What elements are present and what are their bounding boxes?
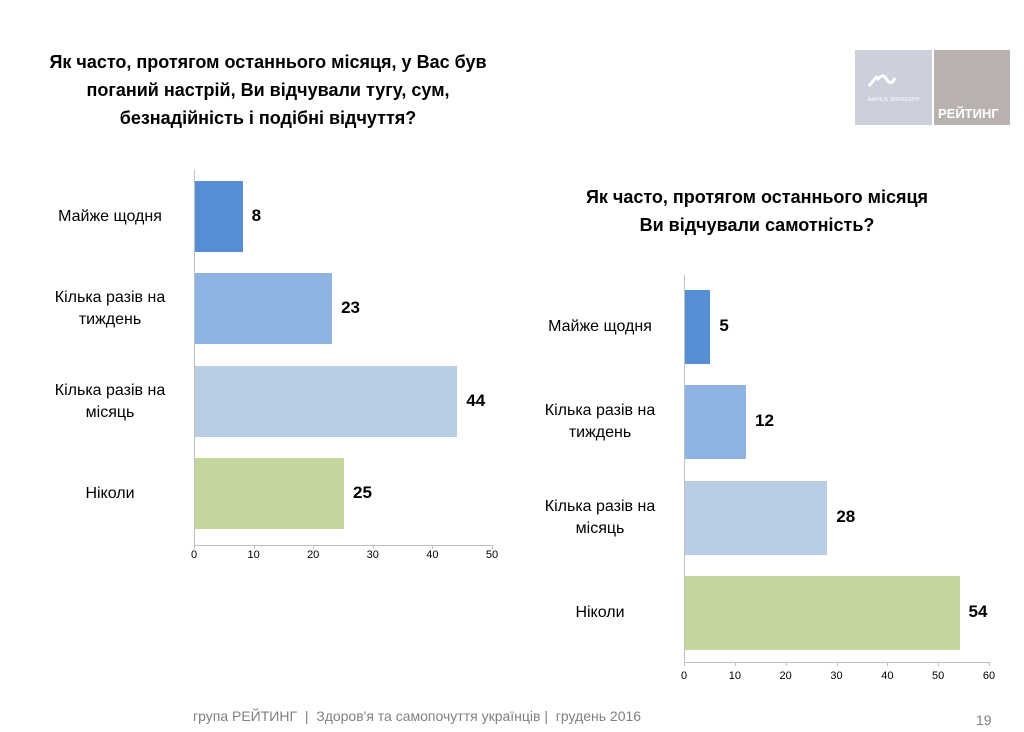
x-tick-mark (989, 662, 990, 666)
chart1-title: Як часто, протягом останнього місяця, у … (18, 48, 518, 132)
x-tick-label: 0 (680, 670, 688, 682)
category-label: Кілька разів на тиждень (520, 385, 680, 459)
x-tick-mark (194, 545, 195, 549)
category-label: Кілька разів на тиждень (30, 273, 190, 344)
x-tick-label: 0 (190, 549, 198, 561)
x-tick-label: 40 (881, 670, 894, 682)
title-line: Ви відчували самотність? (639, 215, 875, 235)
bar (685, 385, 746, 459)
wave-icon (867, 74, 897, 87)
bar (195, 458, 344, 529)
bar (195, 273, 333, 344)
x-tick-mark (734, 662, 736, 666)
footer-text: група РЕЙТИНГ | Здоров'я та самопочуття … (193, 708, 642, 724)
bar (195, 366, 458, 437)
page-number: 19 (976, 712, 992, 728)
data-label: 54 (968, 602, 988, 621)
category-label: Кілька разів на місяць (520, 481, 680, 555)
title-line: безнадійність і подібні відчуття? (119, 108, 417, 128)
x-tick-label: 20 (307, 549, 320, 561)
x-tick-mark (313, 545, 315, 549)
x-tick-label: 50 (932, 670, 945, 682)
category-text: Майже щодня (58, 207, 162, 225)
x-tick-label: 20 (779, 670, 792, 682)
x-tick-label: 40 (426, 549, 439, 561)
category-text: Майже щодня (548, 318, 652, 335)
category-label: Ніколи (520, 576, 680, 650)
rating-logo-text: РЕЙТИНГ (938, 106, 999, 121)
x-tick-mark (887, 662, 889, 666)
category-text: Ніколи (575, 604, 625, 621)
bar (195, 181, 243, 252)
category-text: Кілька разів на місяць (54, 381, 166, 421)
aarhus-logo: AARHUS UNIVERSITY (855, 50, 932, 125)
category-text: Ніколи (85, 484, 135, 502)
category-label: Кілька разів на місяць (30, 366, 190, 437)
category-label: Майже щодня (520, 290, 680, 364)
rating-logo: РЕЙТИНГ (934, 50, 1010, 125)
y-axis (194, 170, 195, 545)
x-tick-label: 30 (830, 670, 843, 682)
x-tick-mark (372, 545, 374, 549)
category-text: Кілька разів на тиждень (54, 288, 166, 328)
bar (685, 576, 960, 650)
x-tick-label: 50 (485, 549, 499, 561)
data-label: 8 (251, 205, 262, 225)
x-tick-mark (938, 662, 940, 666)
y-axis (684, 275, 685, 662)
data-label: 12 (755, 411, 774, 430)
x-tick-mark (432, 545, 434, 549)
x-tick-mark (836, 662, 838, 666)
title-line: Як часто, протягом останнього місяця, у … (49, 52, 487, 72)
x-tick-mark (253, 545, 255, 549)
x-tick-label: 60 (982, 670, 996, 682)
aarhus-logo-text: AARHUS UNIVERSITY (867, 97, 920, 103)
x-tick-label: 10 (728, 670, 741, 682)
x-tick-mark (492, 545, 493, 549)
category-label: Ніколи (30, 458, 190, 529)
bar (685, 481, 828, 555)
x-tick-label: 30 (366, 549, 379, 561)
title-line: поганий настрій, Ви відчували тугу, сум, (86, 80, 450, 100)
chart2-title: Як часто, протягом останнього місяця Ви … (507, 183, 1007, 239)
data-label: 25 (353, 482, 372, 502)
category-text: Кілька разів на тиждень (544, 402, 656, 441)
data-label: 44 (466, 390, 486, 410)
data-label: 5 (719, 316, 729, 335)
bar (685, 290, 711, 364)
data-label: 23 (341, 297, 360, 317)
x-axis (194, 545, 492, 546)
category-text: Кілька разів на місяць (544, 498, 656, 537)
title-line: Як часто, протягом останнього місяця (585, 187, 929, 207)
x-tick-mark (684, 662, 685, 666)
data-label: 28 (836, 507, 856, 526)
category-label: Майже щодня (30, 181, 190, 252)
x-tick-mark (785, 662, 787, 666)
x-tick-label: 10 (247, 549, 260, 561)
